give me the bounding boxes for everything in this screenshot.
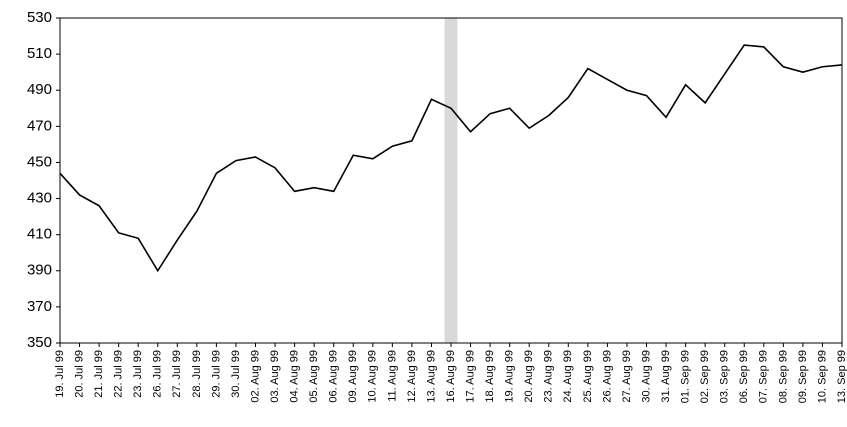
x-tick-label: 19. Jul 99	[54, 350, 66, 398]
x-tick-label: 13. Sep 99	[836, 350, 847, 403]
x-tick-label: 31. Aug 99	[660, 350, 672, 403]
y-tick-label: 410	[27, 226, 52, 243]
x-tick-label: 13. Aug 99	[425, 350, 437, 403]
x-tick-label: 30. Aug 99	[640, 350, 652, 403]
x-tick-label: 27. Aug 99	[621, 350, 633, 403]
x-tick-label: 22. Jul 99	[113, 350, 125, 398]
x-tick-label: 06. Aug 99	[328, 350, 340, 403]
x-tick-label: 09. Aug 99	[347, 350, 359, 403]
y-tick-label: 350	[27, 334, 52, 351]
y-tick-label: 390	[27, 262, 52, 279]
x-tick-label: 06. Sep 99	[738, 350, 750, 403]
x-tick-label: 20. Jul 99	[73, 350, 85, 398]
y-tick-label: 490	[27, 81, 52, 98]
y-tick-label: 530	[27, 9, 52, 26]
x-tick-label: 08. Sep 99	[777, 350, 789, 403]
x-tick-label: 19. Aug 99	[504, 350, 516, 403]
x-tick-label: 09. Sep 99	[797, 350, 809, 403]
x-tick-label: 03. Sep 99	[719, 350, 731, 403]
data-line	[59, 44, 843, 273]
y-tick-label: 370	[27, 298, 52, 315]
x-tick-label: 16. Aug 99	[445, 350, 457, 403]
x-tick-label: 05. Aug 99	[308, 350, 320, 403]
x-tick-label: 03. Aug 99	[269, 350, 281, 403]
x-tick-label: 28. Jul 99	[191, 350, 203, 398]
y-tick-label: 470	[27, 117, 52, 134]
x-tick-label: 01. Sep 99	[680, 350, 692, 403]
x-tick-label: 23. Jul 99	[132, 350, 144, 398]
x-tick-label: 04. Aug 99	[289, 350, 301, 403]
x-tick-label: 17. Aug 99	[464, 350, 476, 403]
x-tick-label: 27. Jul 99	[171, 350, 183, 398]
x-tick-label: 30. Jul 99	[230, 350, 242, 398]
x-tick-label: 21. Jul 99	[93, 350, 105, 398]
x-tick-label: 23. Aug 99	[543, 350, 555, 403]
x-tick-label: 02. Aug 99	[249, 350, 261, 403]
x-tick-label: 29. Jul 99	[210, 350, 222, 398]
x-tick-label: 26. Aug 99	[601, 350, 613, 403]
y-tick-label: 510	[27, 45, 52, 62]
x-tick-label: 10. Sep 99	[816, 350, 828, 403]
x-tick-label: 25. Aug 99	[582, 350, 594, 403]
x-tick-label: 11. Aug 99	[386, 350, 398, 402]
x-tick-label: 20. Aug 99	[523, 350, 535, 403]
y-tick-label: 450	[27, 153, 52, 170]
x-tick-label: 10. Aug 99	[367, 350, 379, 403]
x-tick-label: 18. Aug 99	[484, 350, 496, 403]
x-tick-label: 26. Jul 99	[152, 350, 164, 398]
x-tick-label: 24. Aug 99	[562, 350, 574, 403]
highlight-band	[444, 18, 458, 343]
x-tick-label: 12. Aug 99	[406, 350, 418, 403]
x-tick-label: 02. Sep 99	[699, 350, 711, 403]
y-tick-label: 430	[27, 190, 52, 207]
x-tick-label: 07. Sep 99	[758, 350, 770, 403]
